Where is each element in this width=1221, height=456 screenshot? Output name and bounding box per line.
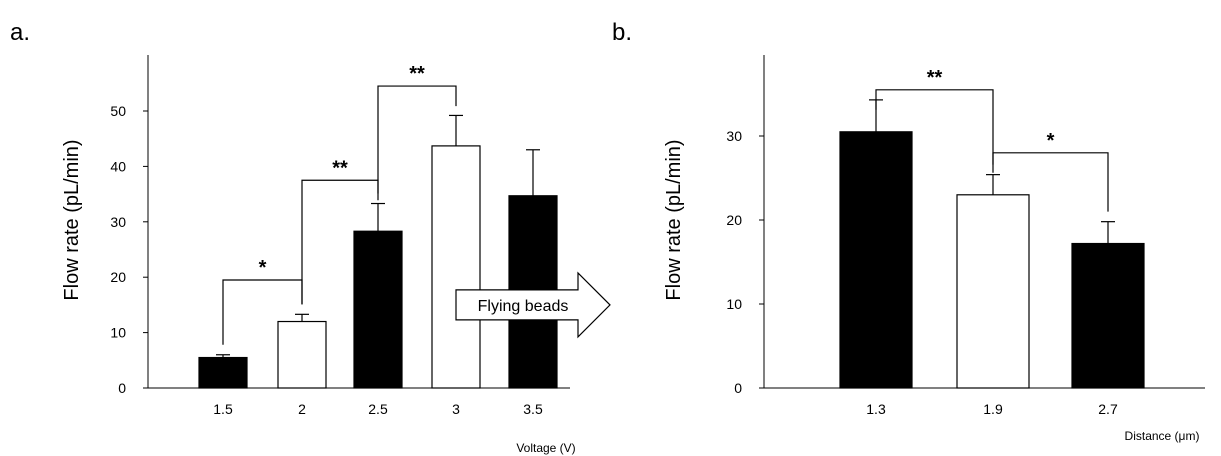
panel-b-y-axis-label: Flow rate (pL/min) xyxy=(663,139,685,300)
b-significance-bracket xyxy=(992,152,1109,212)
a-significance-bracket xyxy=(377,85,457,194)
panel-b-x-axis-label: Distance (μm) xyxy=(1125,429,1200,443)
a-x-tick-label: 2.5 xyxy=(368,401,388,417)
panel-a-y-axis-label: Flow rate (pL/min) xyxy=(61,139,83,300)
b-significance-bracket xyxy=(875,89,994,165)
panel-b-label: b. xyxy=(612,19,632,46)
a-x-tick-label: 2 xyxy=(298,401,306,417)
a-y-tick-label: 0 xyxy=(118,380,126,396)
panel-a-x-axis-label: Voltage (V) xyxy=(516,441,575,455)
a-bar xyxy=(431,145,481,389)
b-y-tick-label: 0 xyxy=(734,380,742,396)
a-y-tick-label: 30 xyxy=(110,214,126,230)
a-bar xyxy=(277,320,327,389)
b-y-tick-label: 20 xyxy=(726,212,742,228)
a-significance-marker: * xyxy=(259,257,267,279)
b-x-tick-label: 1.9 xyxy=(983,401,1003,417)
b-bar xyxy=(956,194,1030,389)
b-y-tick-label: 10 xyxy=(726,296,742,312)
flying-beads-arrow xyxy=(455,271,611,339)
b-x-tick-label: 2.7 xyxy=(1098,401,1118,417)
b-significance-marker: * xyxy=(1047,130,1055,152)
a-y-tick-label: 40 xyxy=(110,158,126,174)
a-x-tick-label: 3 xyxy=(452,401,460,417)
flying-beads-label: Flying beads xyxy=(478,298,569,315)
a-significance-marker: ** xyxy=(409,63,425,85)
b-bar xyxy=(1071,242,1145,389)
a-bar xyxy=(198,356,248,389)
panel-b: b. Flow rate (pL/min) Distance (μm) 0 10 2… xyxy=(612,19,1205,443)
a-bar xyxy=(353,230,403,389)
b-bar xyxy=(839,131,913,389)
panel-a-label: a. xyxy=(10,19,30,46)
a-significance-marker: ** xyxy=(332,157,348,179)
a-x-tick-label: 3.5 xyxy=(523,401,543,417)
flying-beads-callout: Flying beads xyxy=(455,271,611,339)
b-significance-marker: ** xyxy=(927,67,943,89)
a-y-tick-label: 10 xyxy=(110,325,126,341)
a-x-tick-label: 1.5 xyxy=(213,401,233,417)
a-y-tick-label: 50 xyxy=(110,103,126,119)
panel-a: a. Flow rate (pL/min) Voltage (V) 0 10 20 3… xyxy=(10,19,611,455)
b-x-tick-label: 1.3 xyxy=(866,401,886,417)
b-y-tick-label: 30 xyxy=(726,128,742,144)
a-y-tick-label: 20 xyxy=(110,269,126,285)
